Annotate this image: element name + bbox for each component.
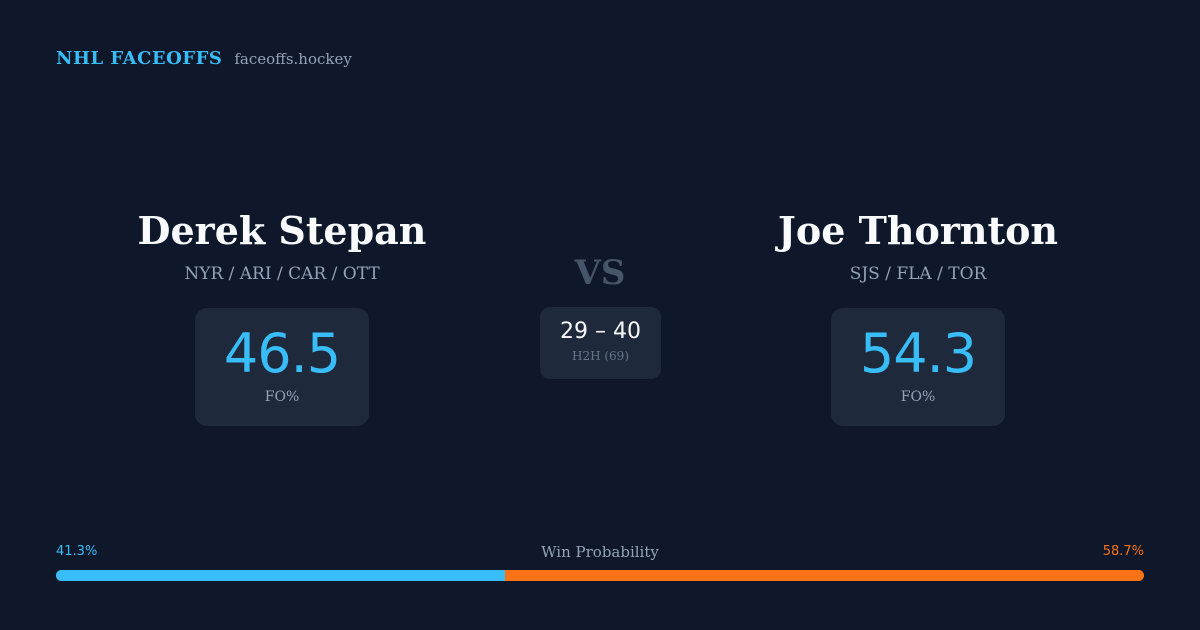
player-right-name: Joe Thornton — [777, 208, 1059, 253]
player-right: Joe Thornton SJS / FLA / TOR 54.3 FO% — [708, 206, 1128, 426]
player-right-stat-label: FO% — [900, 389, 936, 405]
player-right-faceoff-percentage: 54.3 — [859, 322, 977, 385]
win-probability-title: Win Probability — [541, 543, 659, 561]
win-probability-bar — [56, 570, 1144, 581]
brand-name: NHL FACEOFFS — [56, 48, 223, 69]
win-probability-left-value: 41.3% — [56, 544, 98, 559]
win-probability-bar-right-segment — [505, 570, 1144, 581]
win-probability-labels: 41.3% Win Probability 58.7% — [56, 542, 1144, 562]
player-left-teams: NYR / ARI / CAR / OTT — [184, 264, 380, 284]
win-probability-right-value: 58.7% — [1102, 544, 1144, 559]
win-probability-bar-left-segment — [56, 570, 506, 581]
player-right-teams: SJS / FLA / TOR — [849, 264, 987, 284]
player-left: Derek Stepan NYR / ARI / CAR / OTT 46.5 … — [72, 206, 492, 426]
head-to-head-score: 29 – 40 — [560, 319, 641, 344]
head-to-head-label: H2H (69) — [571, 349, 629, 363]
brand-header: NHL FACEOFFS faceoffs.hockey — [56, 48, 352, 72]
head-to-head-card: 29 – 40 H2H (69) — [540, 307, 661, 379]
player-left-faceoff-percentage: 46.5 — [223, 322, 341, 385]
player-left-stat-label: FO% — [264, 389, 300, 405]
brand-domain: faceoffs.hockey — [234, 50, 352, 68]
versus-label: VS — [574, 253, 626, 293]
player-left-name: Derek Stepan — [137, 208, 427, 253]
player-left-stat-card: 46.5 FO% — [195, 308, 369, 426]
player-right-stat-card: 54.3 FO% — [831, 308, 1005, 426]
